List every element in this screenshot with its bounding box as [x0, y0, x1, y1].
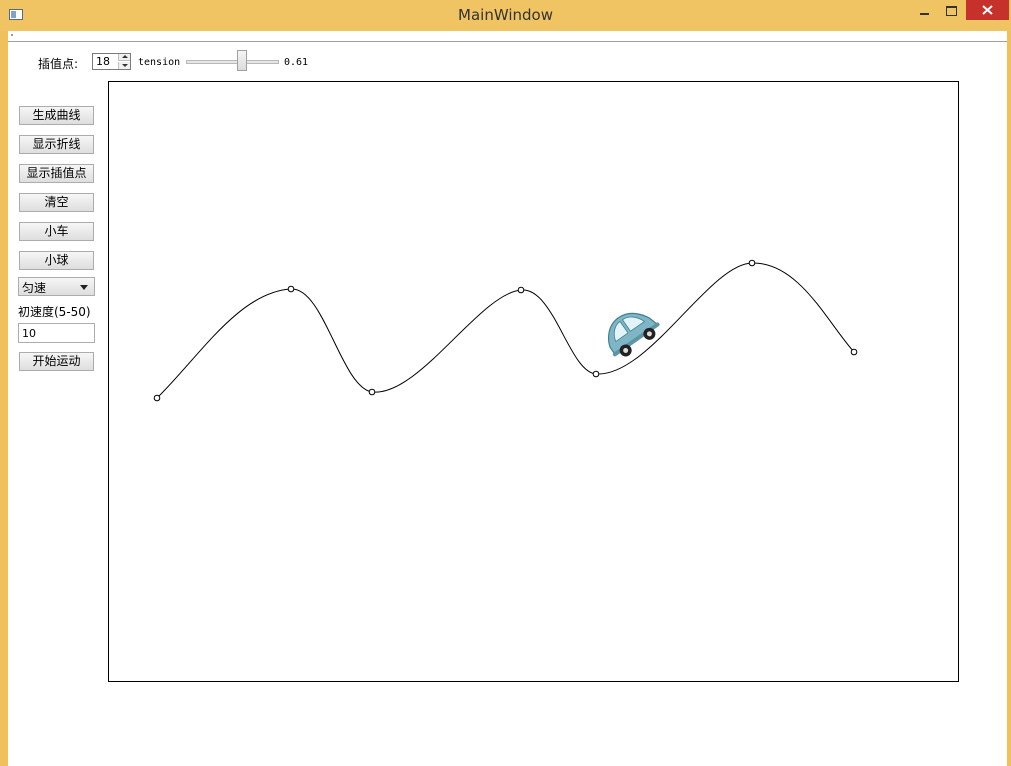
tension-slider[interactable]: [186, 60, 279, 64]
title-bar: MainWindow: [0, 0, 1011, 31]
app-icon: [9, 9, 23, 20]
control-point[interactable]: [748, 259, 756, 267]
menu-bar: [8, 31, 1007, 42]
spline-curve: [156, 262, 855, 399]
tension-label: tension: [138, 57, 181, 68]
ball-button[interactable]: 小球: [19, 251, 94, 270]
curve-svg: [153, 259, 858, 402]
interp-points-label: 插值点:: [38, 57, 79, 71]
close-button[interactable]: [966, 0, 1009, 20]
spin-up-icon[interactable]: [118, 54, 130, 61]
control-point[interactable]: [850, 348, 858, 356]
generate-curve-button[interactable]: 生成曲线: [19, 106, 94, 125]
clear-button[interactable]: 清空: [19, 193, 94, 212]
initial-speed-label: 初速度(5-50): [18, 305, 91, 319]
start-motion-button[interactable]: 开始运动: [19, 352, 94, 371]
initial-speed-input[interactable]: [18, 323, 95, 343]
control-point[interactable]: [517, 286, 525, 294]
minimize-icon[interactable]: [912, 2, 938, 22]
chevron-down-icon: [80, 285, 88, 290]
control-point[interactable]: [368, 388, 376, 396]
close-icon: [982, 5, 993, 15]
interp-points-spinbox[interactable]: [92, 53, 131, 70]
drawing-canvas[interactable]: [108, 81, 959, 682]
control-point[interactable]: [592, 370, 600, 378]
motion-mode-value: 匀速: [22, 281, 47, 295]
window-title: MainWindow: [458, 6, 553, 24]
show-interp-points-button[interactable]: 显示插值点: [19, 164, 94, 183]
client-area: 插值点: tension 0.61 生成曲线 显示折线 显示插值点 清空 小车 …: [8, 31, 1007, 766]
car-icon: [608, 312, 660, 357]
control-point[interactable]: [287, 285, 295, 293]
show-polyline-button[interactable]: 显示折线: [19, 135, 94, 154]
control-point[interactable]: [153, 394, 161, 402]
tension-value: 0.61: [284, 57, 309, 68]
tension-slider-handle[interactable]: [236, 50, 247, 71]
maximize-icon[interactable]: [941, 2, 963, 22]
motion-mode-select[interactable]: 匀速: [18, 277, 95, 296]
car-button[interactable]: 小车: [19, 222, 94, 241]
interp-points-input[interactable]: [93, 54, 118, 69]
spin-down-icon[interactable]: [118, 62, 130, 69]
